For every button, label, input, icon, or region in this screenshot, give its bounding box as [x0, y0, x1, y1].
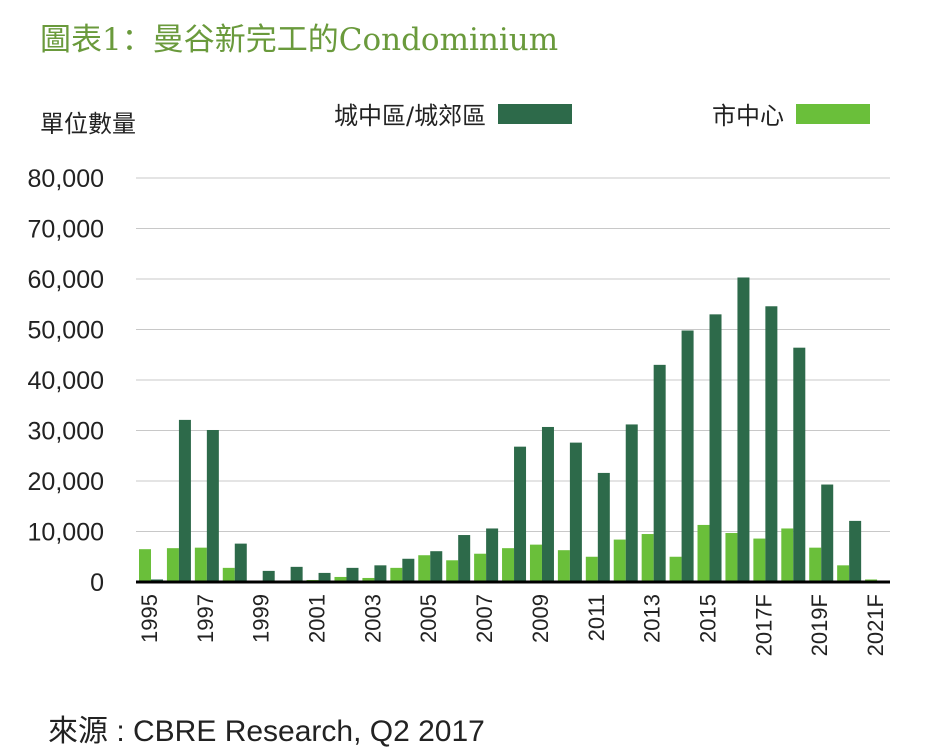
bar-cbd [194, 547, 207, 582]
x-tick-label: 2007 [472, 594, 497, 643]
x-tick-label: 2017F [751, 594, 776, 656]
bar-suburban [346, 567, 359, 582]
y-tick-label: 0 [90, 569, 104, 597]
bar-suburban [625, 424, 638, 582]
bar-suburban [821, 484, 834, 582]
bar-suburban [290, 566, 303, 582]
y-tick-label: 70,000 [28, 216, 104, 244]
bar-cbd [725, 533, 738, 582]
bar-cbd [362, 577, 375, 582]
source-note: 來源 : CBRE Research, Q2 2017 [48, 715, 485, 748]
y-tick-label: 80,000 [28, 165, 104, 193]
bar-suburban [541, 426, 554, 582]
y-tick-label: 50,000 [28, 317, 104, 345]
bar-suburban [374, 565, 387, 582]
bar-suburban [709, 314, 722, 582]
bar-suburban [737, 277, 750, 582]
bar-suburban [402, 558, 415, 582]
bar-cbd [837, 565, 850, 582]
bar-cbd [502, 548, 515, 582]
bar-suburban [486, 528, 499, 582]
x-tick-label: 2015 [695, 594, 720, 643]
bar-suburban [514, 446, 527, 582]
y-tick-label: 20,000 [28, 468, 104, 496]
bar-cbd [669, 556, 682, 582]
x-tick-label: 2003 [360, 594, 385, 643]
legend-item-suburban: 城中區/城郊區 [334, 96, 573, 131]
bar-cbd [641, 534, 654, 582]
chart-title: 圖表1：曼谷新完工的Condominium [40, 22, 559, 58]
bar-cbd [809, 547, 822, 582]
x-tick-label: 2013 [640, 594, 665, 643]
bar-cbd [613, 539, 626, 582]
bar-suburban [430, 551, 443, 582]
legend-label-suburban: 城中區/城郊區 [334, 102, 487, 130]
bar-suburban [458, 535, 471, 582]
bar-suburban [597, 472, 610, 582]
legend-label-cbd: 市中心 [712, 102, 784, 130]
x-tick-label: 2001 [305, 594, 330, 643]
x-tick-label: 1995 [137, 594, 162, 643]
bar-cbd [474, 553, 487, 582]
bar-suburban [653, 364, 666, 582]
bar-suburban [793, 347, 806, 582]
x-tick-label: 2019F [807, 594, 832, 656]
bar-cbd [529, 544, 542, 582]
x-tick-label: 2005 [416, 594, 441, 643]
bar-suburban [681, 330, 694, 582]
bar-cbd [334, 576, 347, 582]
legend-swatch-suburban [498, 103, 573, 124]
bar-suburban [234, 543, 247, 582]
bar-suburban [849, 520, 862, 582]
x-tick-label: 2011 [584, 594, 609, 641]
x-tick-label: 2021F [863, 594, 888, 656]
bar-suburban [262, 570, 275, 582]
bar-suburban [569, 442, 582, 582]
bar-cbd [585, 556, 598, 582]
x-tick-label: 1997 [193, 594, 218, 643]
bar-cbd [446, 560, 459, 582]
bar-suburban [178, 419, 191, 582]
bar-cbd [753, 538, 766, 582]
x-tick-label: 1999 [249, 594, 274, 643]
bar-cbd [222, 567, 235, 582]
bar-suburban [206, 429, 219, 582]
legend-item-cbd: 市中心 [712, 96, 870, 131]
y-axis-label: 單位數量 [40, 110, 136, 138]
bar-suburban [765, 306, 778, 582]
bar-cbd [557, 550, 570, 582]
bar-cbd [697, 524, 710, 582]
bar-cbd [781, 528, 794, 582]
y-tick-label: 40,000 [28, 367, 104, 395]
x-tick-label: 2009 [528, 594, 553, 643]
legend-swatch-cbd [796, 103, 870, 124]
bar-cbd [139, 549, 151, 582]
bar-cbd [166, 548, 179, 582]
bar-cbd [390, 567, 403, 582]
bar-suburban [318, 572, 331, 582]
y-tick-label: 30,000 [28, 418, 104, 446]
y-tick-label: 60,000 [28, 266, 104, 294]
y-tick-label: 10,000 [28, 519, 104, 547]
bar-cbd [418, 555, 431, 582]
